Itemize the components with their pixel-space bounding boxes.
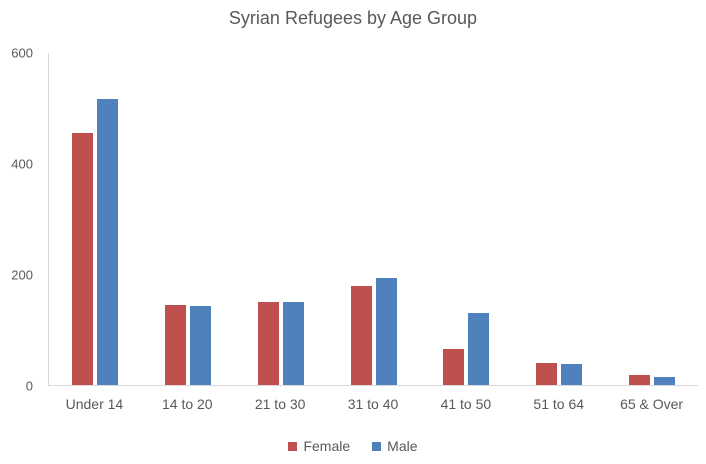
bar-female-14-to-20 bbox=[165, 304, 187, 385]
x-tick-label-under-14: Under 14 bbox=[65, 396, 124, 412]
bar-group-14-to-20 bbox=[142, 53, 235, 385]
x-tick-label-31-to-40: 31 to 40 bbox=[347, 396, 399, 412]
bar-group-under-14 bbox=[49, 53, 142, 385]
bar-group-41-to-50 bbox=[420, 53, 513, 385]
legend-item-male: Male bbox=[372, 438, 418, 454]
bar-male-21-to-30 bbox=[282, 301, 304, 385]
y-tick-label-600: 600 bbox=[11, 45, 33, 61]
bar-female-51-to-64 bbox=[535, 362, 557, 385]
x-tick-label-21-to-30: 21 to 30 bbox=[254, 396, 306, 412]
bar-male-65-over bbox=[653, 377, 675, 385]
legend-item-female: Female bbox=[288, 438, 350, 454]
chart-title: Syrian Refugees by Age Group bbox=[228, 8, 478, 28]
plot-area bbox=[48, 53, 698, 386]
bar-male-51-to-64 bbox=[560, 363, 582, 385]
bar-female-31-to-40 bbox=[350, 286, 372, 385]
bar-male-41-to-50 bbox=[468, 312, 490, 385]
legend-label-male: Male bbox=[387, 438, 418, 454]
bar-male-31-to-40 bbox=[375, 277, 397, 385]
bar-group-21-to-30 bbox=[234, 53, 327, 385]
legend-label-female: Female bbox=[303, 438, 351, 454]
bar-male-14-to-20 bbox=[190, 306, 212, 385]
x-tick-label-14-to-20: 14 to 20 bbox=[161, 396, 213, 412]
x-axis: Under 14 14 to 20 21 to 30 31 to 40 41 to 50… bbox=[48, 396, 698, 412]
x-tick-label-65-over: 65 & Over bbox=[620, 396, 684, 412]
x-tick-label-41-to-50: 41 to 50 bbox=[440, 396, 492, 412]
y-tick-label-400: 400 bbox=[11, 156, 33, 172]
bar-male-under-14 bbox=[97, 99, 119, 385]
legend-swatch-male-icon bbox=[372, 441, 382, 451]
y-tick-label-200: 200 bbox=[11, 267, 33, 283]
bar-female-under-14 bbox=[72, 132, 94, 385]
bar-group-51-to-64 bbox=[513, 53, 606, 385]
legend-swatch-female-icon bbox=[288, 441, 298, 451]
x-tick-label-51-to-64: 51 to 64 bbox=[533, 396, 585, 412]
legend: Female Male bbox=[0, 438, 706, 454]
y-tick-label-0: 0 bbox=[25, 378, 33, 394]
bar-female-41-to-50 bbox=[443, 348, 465, 385]
bar-female-21-to-30 bbox=[257, 301, 279, 385]
bar-group-65-over bbox=[605, 53, 698, 385]
y-axis: 0 200 400 600 bbox=[0, 46, 33, 394]
bar-group-31-to-40 bbox=[327, 53, 420, 385]
bar-female-65-over bbox=[628, 375, 650, 385]
